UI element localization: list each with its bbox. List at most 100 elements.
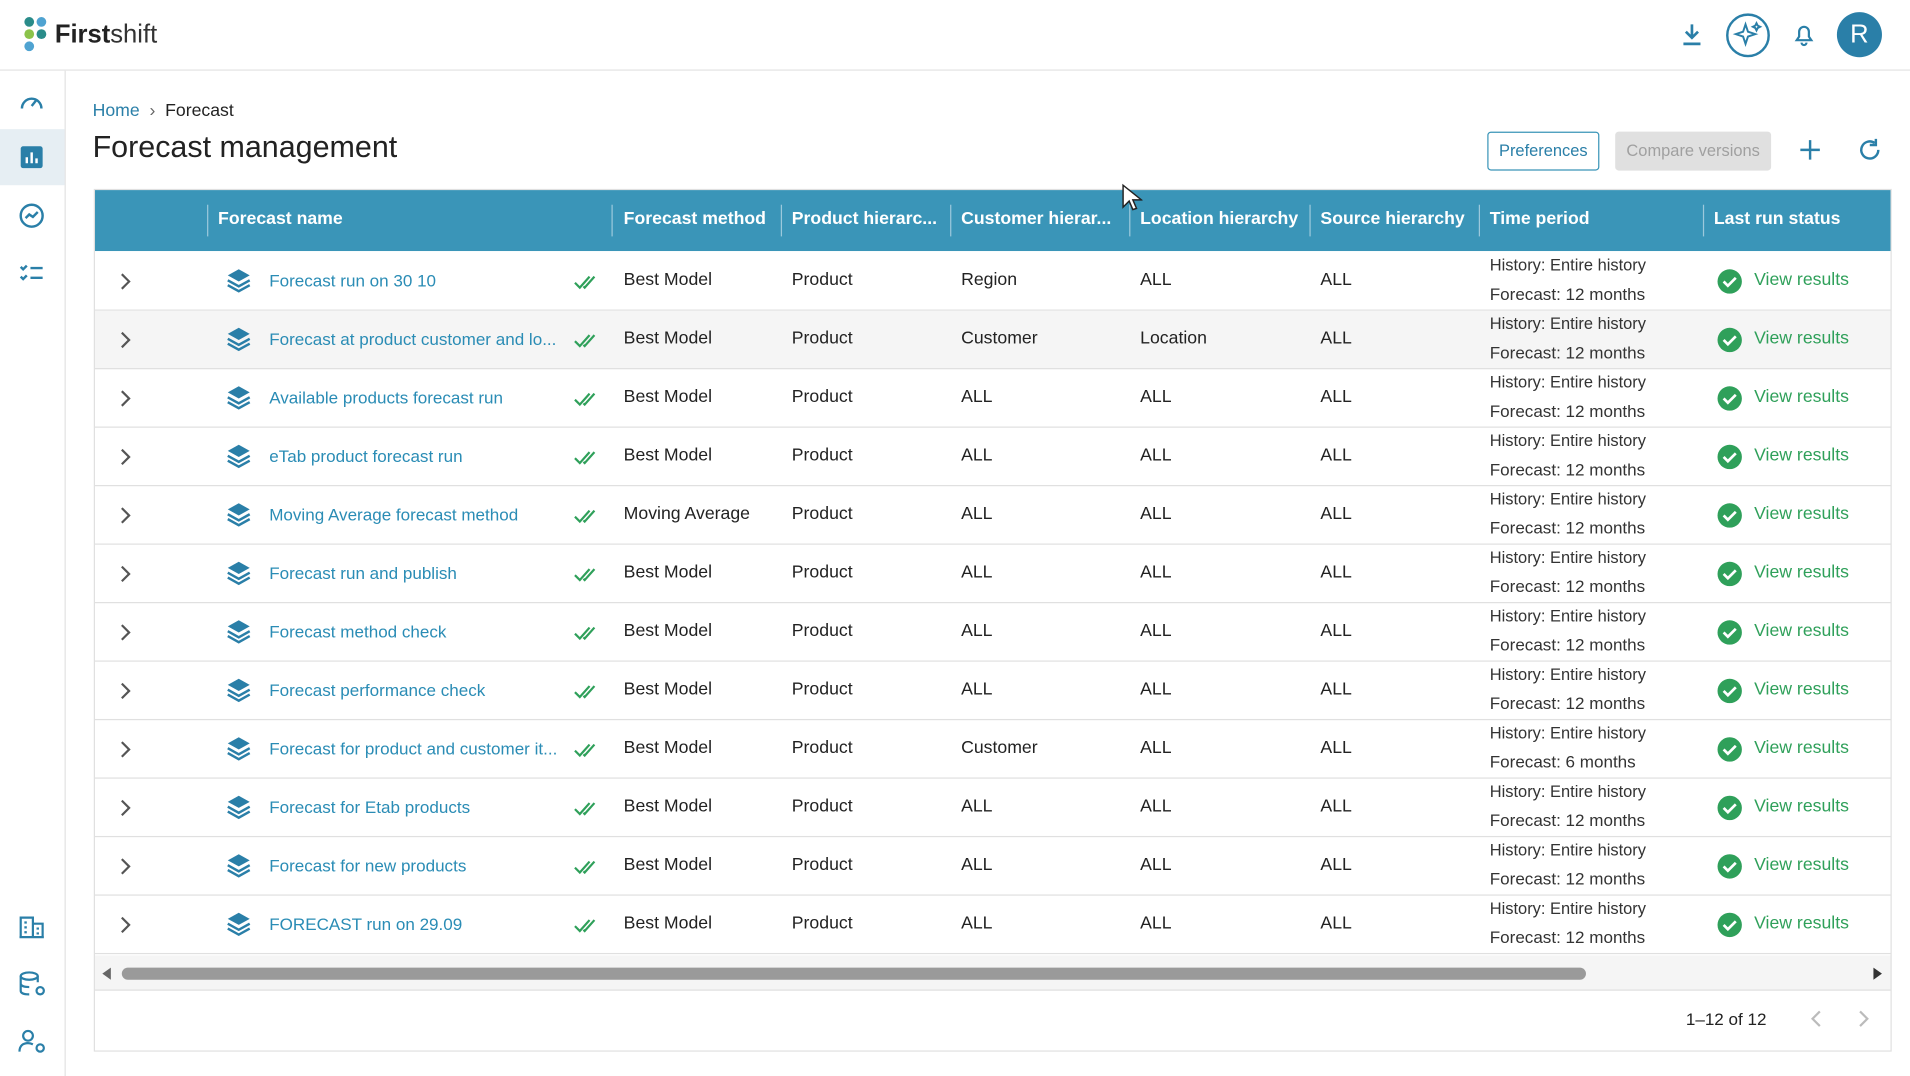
view-results-link[interactable]: View results bbox=[1754, 621, 1849, 641]
cell-text: Product bbox=[791, 738, 853, 758]
table: Forecast name Forecast method Product hier… bbox=[93, 188, 1892, 1052]
view-results-link[interactable]: View results bbox=[1754, 387, 1849, 408]
view-results-link[interactable]: View results bbox=[1754, 562, 1849, 583]
expand-chevron[interactable] bbox=[118, 857, 133, 883]
cell-text: ALL bbox=[1320, 562, 1352, 583]
avatar[interactable]: R bbox=[1836, 12, 1882, 58]
nav-tasks[interactable] bbox=[17, 258, 46, 287]
brand-light: shift bbox=[110, 20, 158, 49]
nav-forecast[interactable] bbox=[18, 144, 45, 171]
nav-org[interactable] bbox=[17, 912, 46, 941]
status-double-check bbox=[574, 742, 601, 765]
status-double-check bbox=[574, 391, 601, 414]
logo bbox=[24, 17, 47, 52]
compare-button[interactable]: Compare versions bbox=[1615, 131, 1772, 171]
breadcrumb: Home › Forecast bbox=[92, 101, 234, 121]
cell-text: Customer bbox=[961, 738, 1038, 758]
cell-text: Product bbox=[791, 796, 853, 817]
expand-chevron[interactable] bbox=[118, 681, 133, 707]
view-results-link[interactable]: View results bbox=[1754, 796, 1849, 817]
forecast-name-link[interactable]: Available products forecast run bbox=[269, 387, 504, 408]
column-header: Product hierarc... bbox=[791, 209, 938, 230]
breadcrumb-link[interactable]: Home bbox=[92, 101, 140, 121]
table-row[interactable]: Forecast method check Best Model Product AL… bbox=[95, 603, 1891, 662]
view-results-link[interactable]: View results bbox=[1754, 913, 1849, 934]
layer-icon bbox=[225, 442, 252, 475]
forecast-name-link[interactable]: FORECAST run on 29.09 bbox=[269, 913, 463, 934]
view-results-link[interactable]: View results bbox=[1754, 270, 1849, 291]
table-row[interactable]: Available products forecast run Best Mode… bbox=[95, 369, 1891, 428]
download-icon[interactable] bbox=[1679, 21, 1706, 48]
table-row[interactable]: eTab product forecast run Best Model Produ… bbox=[95, 428, 1891, 487]
expand-chevron[interactable] bbox=[118, 330, 133, 356]
view-results-link[interactable]: View results bbox=[1754, 504, 1849, 524]
view-results-link[interactable]: View results bbox=[1754, 738, 1849, 758]
nav-data[interactable] bbox=[17, 969, 49, 1001]
cell-text: Product bbox=[791, 913, 853, 934]
table-row[interactable]: Forecast for new products Best Model Produ… bbox=[95, 837, 1891, 896]
cell-text: ALL bbox=[1320, 913, 1352, 934]
view-results-link[interactable]: View results bbox=[1754, 446, 1849, 466]
table-row[interactable]: FORECAST run on 29.09 Best Model Product AL… bbox=[95, 896, 1891, 955]
success-icon bbox=[1716, 736, 1743, 769]
cell-text: Product bbox=[791, 679, 853, 700]
view-results-link[interactable]: View results bbox=[1754, 679, 1849, 700]
expand-chevron[interactable] bbox=[118, 564, 133, 590]
nav-users[interactable] bbox=[17, 1026, 49, 1058]
scrollbar[interactable] bbox=[95, 955, 1891, 990]
table-row[interactable]: Forecast performance check Best Model Prod… bbox=[95, 662, 1891, 721]
success-icon bbox=[1716, 502, 1743, 535]
time-forecast: Forecast: 12 months bbox=[1489, 693, 1646, 713]
prev-page[interactable] bbox=[1808, 1009, 1825, 1028]
expand-chevron[interactable] bbox=[118, 506, 133, 532]
forecast-name-link[interactable]: Forecast run on 30 10 bbox=[269, 270, 437, 291]
expand-chevron[interactable] bbox=[118, 272, 133, 298]
success-icon bbox=[1716, 327, 1743, 360]
table-row[interactable]: Moving Average forecast method Moving Ave… bbox=[95, 486, 1891, 545]
ai-button[interactable] bbox=[1725, 12, 1771, 58]
expand-chevron[interactable] bbox=[118, 915, 133, 941]
success-icon bbox=[1716, 385, 1743, 418]
add-button[interactable] bbox=[1798, 138, 1822, 162]
nav-analytics[interactable] bbox=[17, 201, 46, 230]
forecast-name-link[interactable]: Forecast run and publish bbox=[269, 562, 457, 583]
column-header: Customer hierar... bbox=[961, 209, 1112, 230]
table-row[interactable]: Forecast run on 30 10 Best Model Product Re… bbox=[95, 252, 1891, 311]
cell-text: Best Model bbox=[623, 855, 713, 875]
status-double-check bbox=[574, 625, 601, 648]
cell-text: Customer bbox=[961, 329, 1038, 349]
status-double-check bbox=[574, 684, 601, 707]
preferences-button[interactable]: Preferences bbox=[1487, 131, 1600, 171]
table-row[interactable]: Forecast for product and customer it... B… bbox=[95, 720, 1891, 779]
cell-text: ALL bbox=[1320, 796, 1352, 817]
nav-dashboard[interactable] bbox=[17, 88, 46, 117]
view-results-link[interactable]: View results bbox=[1754, 855, 1849, 875]
forecast-name-link[interactable]: Moving Average forecast method bbox=[269, 504, 519, 524]
forecast-name-link[interactable]: Forecast at product customer and lo... bbox=[269, 329, 557, 349]
forecast-name-link[interactable]: Forecast performance check bbox=[269, 679, 486, 700]
time-history: History: Entire history bbox=[1489, 840, 1647, 860]
time-history: History: Entire history bbox=[1489, 314, 1647, 333]
refresh-button[interactable] bbox=[1856, 136, 1883, 163]
cell-text: ALL bbox=[961, 504, 993, 524]
forecast-name-link[interactable]: Forecast for Etab products bbox=[269, 796, 471, 817]
expand-chevron[interactable] bbox=[118, 447, 133, 473]
cell-text: Best Model bbox=[623, 446, 713, 466]
forecast-name-link[interactable]: eTab product forecast run bbox=[269, 446, 463, 466]
cell-text: ALL bbox=[1320, 446, 1352, 466]
forecast-name-link[interactable]: Forecast for new products bbox=[269, 855, 467, 875]
table-row[interactable]: Forecast at product customer and lo... Be… bbox=[95, 310, 1891, 370]
bell-icon[interactable] bbox=[1791, 21, 1818, 48]
view-results-link[interactable]: View results bbox=[1754, 329, 1849, 349]
forecast-name-link[interactable]: Forecast method check bbox=[269, 621, 447, 641]
expand-chevron[interactable] bbox=[118, 389, 133, 415]
expand-chevron[interactable] bbox=[118, 798, 133, 824]
success-icon bbox=[1716, 678, 1743, 711]
table-row[interactable]: Forecast run and publish Best Model Produc… bbox=[95, 545, 1891, 604]
next-page[interactable] bbox=[1855, 1009, 1872, 1028]
expand-chevron[interactable] bbox=[118, 623, 133, 649]
table-row[interactable]: Forecast for Etab products Best Model Prod… bbox=[95, 779, 1891, 838]
forecast-name-link[interactable]: Forecast for product and customer it... bbox=[269, 738, 558, 758]
cell-text: Best Model bbox=[623, 270, 713, 291]
expand-chevron[interactable] bbox=[118, 740, 133, 766]
